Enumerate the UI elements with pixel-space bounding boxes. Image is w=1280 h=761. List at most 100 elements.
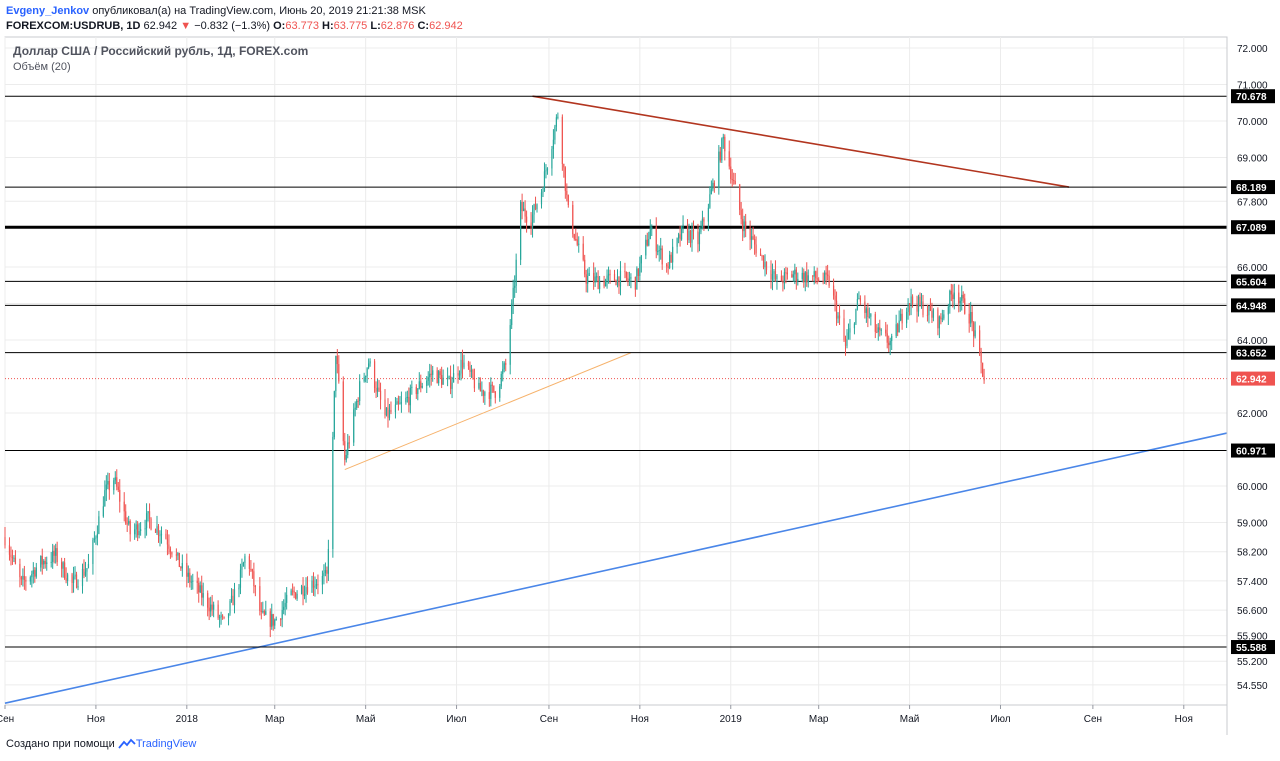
candle-body — [354, 407, 356, 410]
candle-body — [876, 331, 878, 333]
x-tick-label: Ноя — [1175, 714, 1193, 725]
candle-body — [213, 604, 215, 610]
y-tick-label: 62.000 — [1237, 409, 1268, 420]
candle-body — [880, 329, 882, 331]
x-tick-label: Май — [900, 714, 920, 725]
candle-body — [62, 562, 64, 569]
candle-body — [13, 557, 15, 559]
candle-body — [208, 607, 210, 612]
candle-body — [660, 248, 662, 251]
candle-body — [844, 339, 847, 346]
candle-body — [584, 259, 586, 275]
candle-body — [134, 529, 136, 535]
candle-body — [868, 316, 870, 318]
candle-body — [66, 574, 69, 581]
candle-body — [77, 586, 79, 588]
candle-body — [926, 314, 929, 316]
tradingview-logo-icon — [118, 738, 136, 749]
tradingview-link[interactable]: TradingView — [135, 738, 197, 750]
candle-body — [482, 390, 484, 396]
candle-body — [947, 306, 949, 315]
candle-body — [703, 218, 705, 222]
candle-body — [761, 255, 763, 257]
level-price-label-bg — [1231, 89, 1275, 104]
candle-body — [628, 278, 631, 281]
candle-body — [785, 272, 787, 274]
y-tick-label: 70.000 — [1237, 117, 1268, 128]
author-link[interactable]: Evgeny_Jenkov — [6, 5, 90, 17]
candle-body — [661, 248, 663, 265]
candle-body — [546, 168, 549, 171]
level-price-label-bg — [1231, 180, 1275, 195]
y-tick-label: 56.600 — [1237, 606, 1268, 617]
candle-body — [613, 273, 616, 281]
candle-body — [22, 575, 24, 580]
candle-body — [762, 255, 765, 268]
candle-body — [192, 580, 194, 582]
candle-body — [458, 373, 461, 376]
candle-body — [755, 244, 757, 254]
price-chart[interactable]: 72.00071.00070.00069.00067.80066.00065.0… — [0, 36, 1280, 736]
candle-body — [731, 179, 733, 181]
candle-body — [630, 276, 632, 279]
candle-body — [677, 234, 680, 239]
candle-body — [707, 207, 709, 222]
candle-body — [968, 313, 970, 324]
candle-body — [196, 580, 198, 583]
last-price-label-bg — [1231, 371, 1275, 386]
candle-body — [807, 275, 809, 283]
candle-body — [615, 280, 617, 286]
level-price-label: 63.652 — [1236, 349, 1267, 360]
candle-body — [415, 386, 417, 395]
candle-body — [493, 385, 495, 392]
candle-body — [979, 330, 981, 351]
candle-body — [712, 182, 714, 190]
candle-body — [648, 239, 650, 246]
candle-body — [35, 567, 37, 577]
candle-body — [597, 276, 599, 290]
candle-body — [324, 570, 327, 574]
candle-body — [300, 586, 303, 594]
candle-body — [378, 387, 380, 391]
candle-body — [859, 298, 861, 302]
candle-body — [338, 364, 340, 382]
trendline-resistance_trend[interactable] — [532, 95, 1070, 188]
candle-body — [491, 384, 493, 386]
candle-body — [107, 480, 109, 485]
price-axis[interactable]: 72.00071.00070.00069.00067.80066.00065.0… — [1231, 44, 1275, 692]
time-axis[interactable]: Сен Ноя 2018 Мар Май Июл Сен Ноя 2019 Мар Май Июл Се… — [0, 705, 1193, 725]
candle-body — [23, 575, 25, 580]
candle-body — [949, 290, 951, 307]
candle-body — [555, 117, 557, 127]
y-tick-label: 55.200 — [1237, 657, 1268, 668]
candle-body — [436, 370, 438, 384]
candle-body — [98, 516, 100, 534]
candle-body — [709, 194, 711, 208]
candle-body — [511, 303, 513, 326]
candle-body — [61, 562, 63, 569]
candle-body — [637, 268, 639, 277]
candle-body — [561, 116, 563, 164]
candle-body — [576, 239, 578, 245]
candle-body — [260, 610, 262, 612]
candle-body — [697, 231, 699, 245]
candle-body — [86, 568, 88, 572]
candle-body — [452, 373, 455, 383]
candle-body — [867, 308, 869, 317]
candle-body — [272, 614, 274, 626]
candle-body — [791, 274, 793, 278]
candle-body — [619, 270, 622, 287]
candle-body — [238, 587, 240, 590]
candle-body — [296, 593, 298, 599]
candle-body — [667, 266, 669, 268]
candle-body — [292, 590, 294, 592]
candle-body — [806, 272, 808, 283]
candle-body — [74, 574, 76, 577]
candle-body — [473, 377, 476, 389]
candle-body — [84, 571, 87, 576]
x-tick-label: Ноя — [87, 714, 105, 725]
candle-body — [113, 480, 115, 491]
candle-body — [175, 554, 177, 556]
candle-body — [463, 362, 465, 368]
trendline-support_trend[interactable] — [4, 432, 1228, 704]
